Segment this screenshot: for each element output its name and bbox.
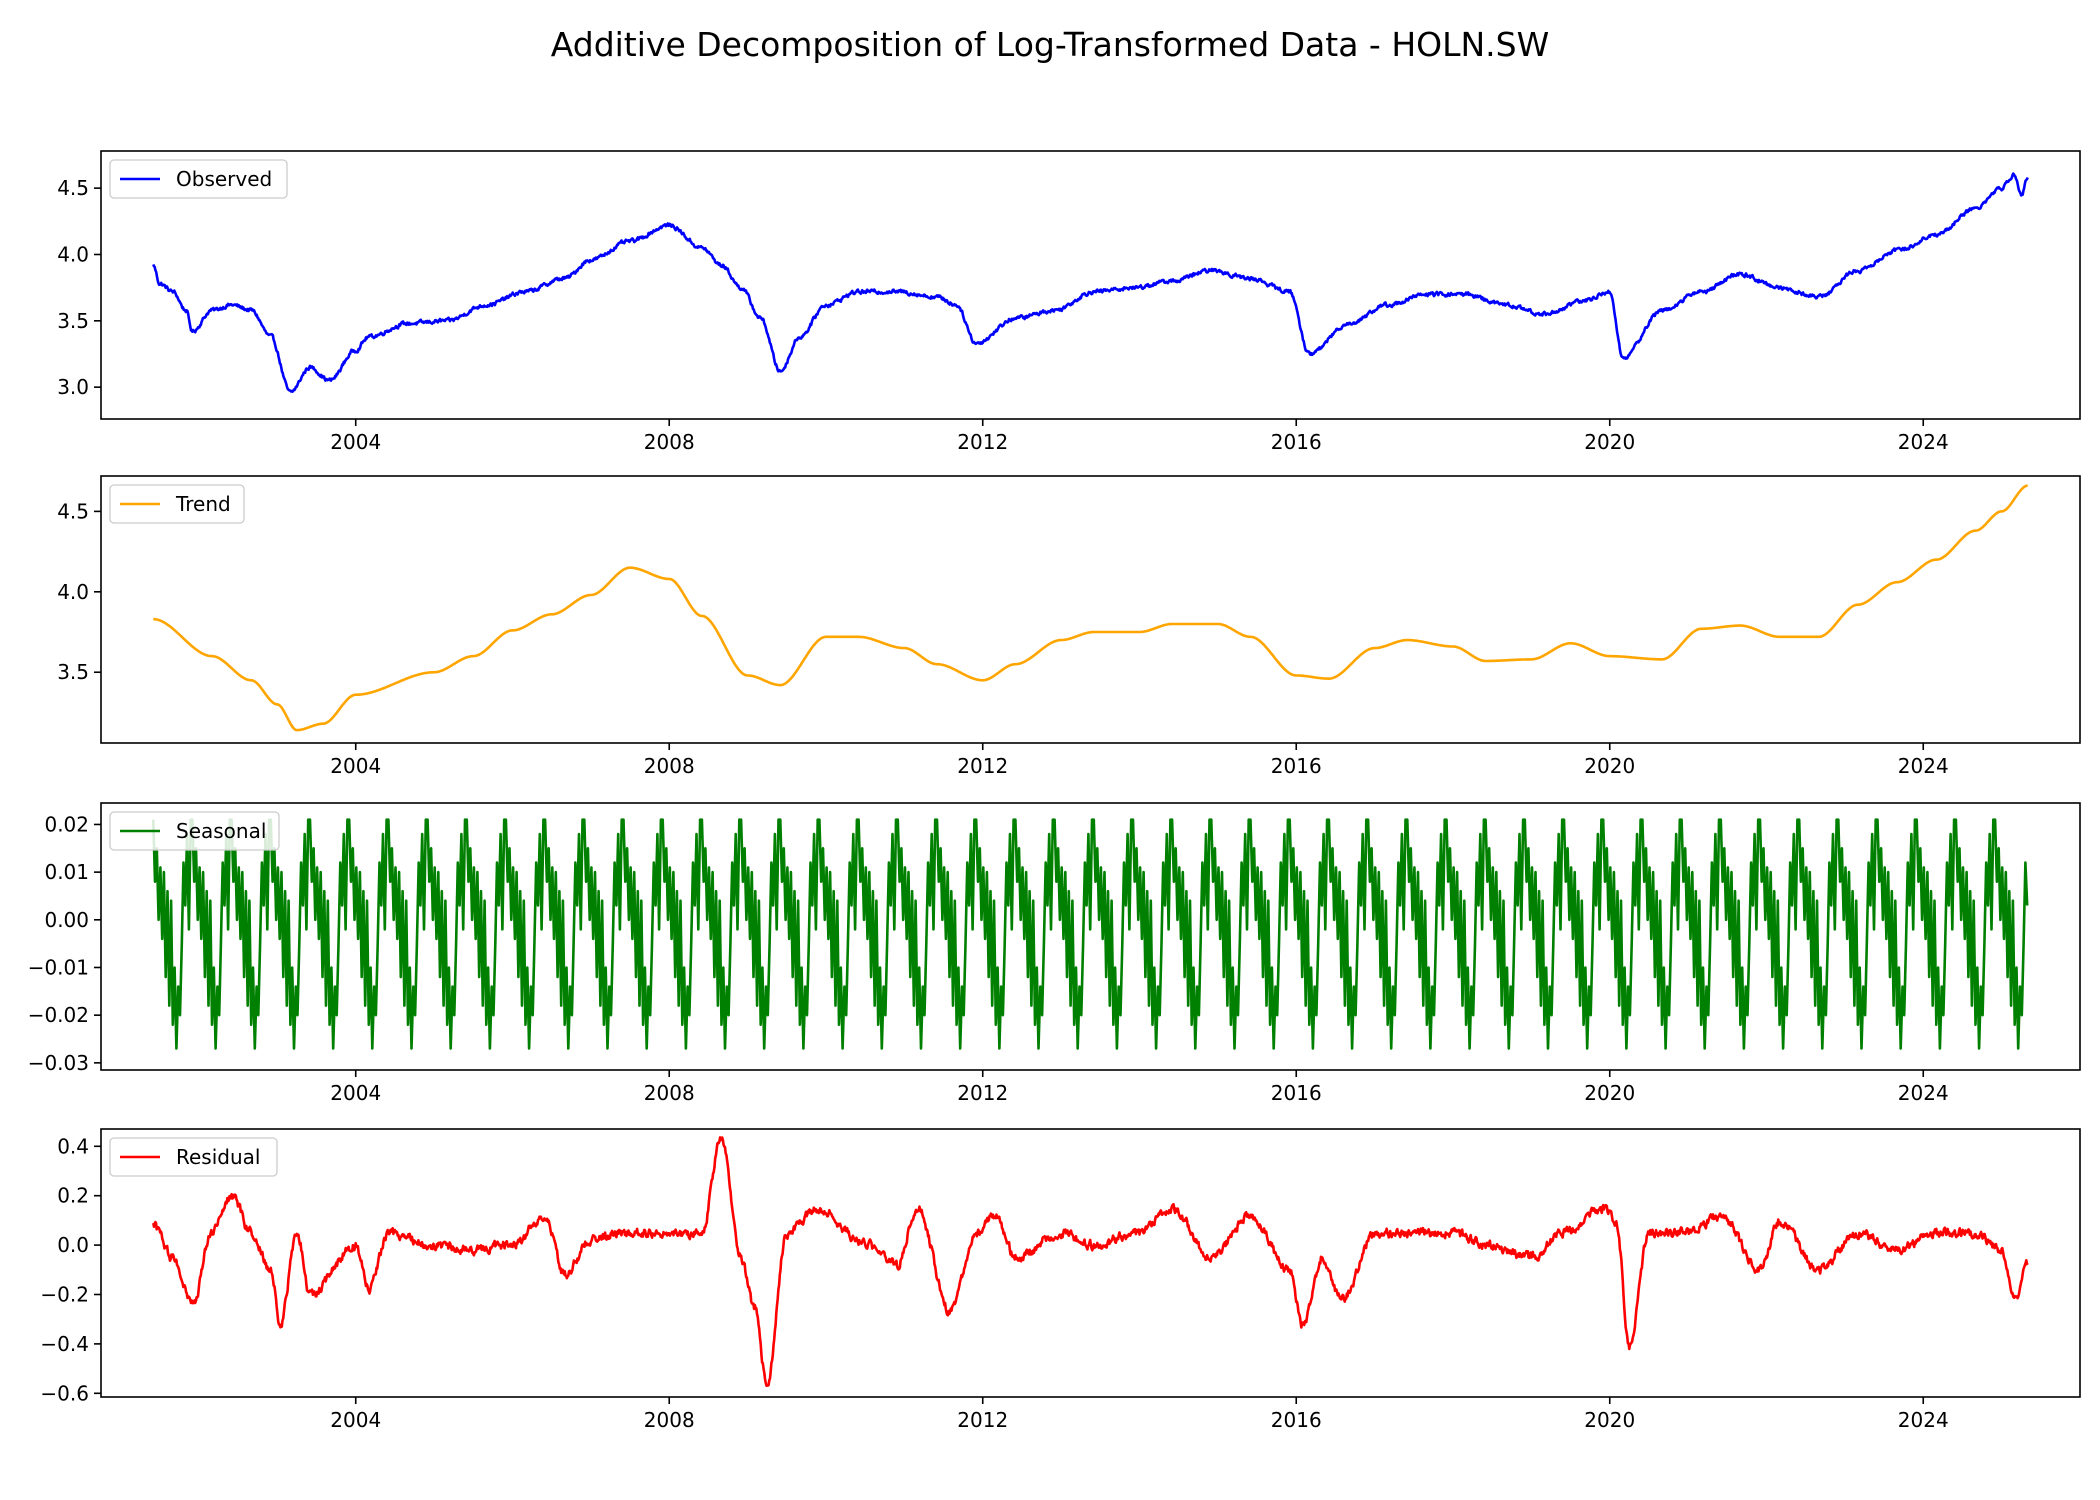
seasonal-y-tick-label: −0.01 xyxy=(28,955,89,979)
seasonal-legend-label: Seasonal xyxy=(176,819,266,843)
residual-legend: Residual xyxy=(109,1137,278,1177)
seasonal-y-tick-label: 0.00 xyxy=(44,908,89,932)
observed-y-tick-label: 4.5 xyxy=(57,176,89,200)
trend-x-tick-label: 2020 xyxy=(1584,754,1635,778)
trend-x-tick-label: 2004 xyxy=(330,754,381,778)
observed-x-tick-label: 2008 xyxy=(644,430,695,454)
observed-legend-label: Observed xyxy=(176,167,272,191)
observed-y-tick-label: 3.5 xyxy=(57,309,89,333)
trend-y-tick-label: 4.0 xyxy=(57,580,89,604)
trend-x-tick-label: 2016 xyxy=(1271,754,1322,778)
observed-x-tick-label: 2004 xyxy=(330,430,381,454)
residual-x-tick-label: 2012 xyxy=(957,1408,1008,1432)
residual-x-tick-label: 2016 xyxy=(1271,1408,1322,1432)
seasonal-x-tick-label: 2012 xyxy=(957,1081,1008,1105)
seasonal-y-tick-label: 0.02 xyxy=(44,812,89,836)
observed-x-tick-label: 2020 xyxy=(1584,430,1635,454)
trend-panel: 2004 2008 2012 2016 2020 2024 3.5 4.0 4.5 Trend xyxy=(57,475,2081,778)
residual-axes-frame xyxy=(100,1128,2081,1398)
trend-axes-frame xyxy=(100,475,2081,744)
residual-x-tick-label: 2004 xyxy=(330,1408,381,1432)
residual-panel: 2004 2008 2012 2016 2020 2024 0.4 0.2 0.0 −0.2 −0.… xyxy=(40,1128,2081,1432)
trend-x-tick-label: 2024 xyxy=(1898,754,1949,778)
observed-y-tick-label: 3.0 xyxy=(57,375,89,399)
observed-x-tick-label: 2024 xyxy=(1898,430,1949,454)
residual-legend-label: Residual xyxy=(176,1145,260,1169)
trend-y-tick-label: 4.5 xyxy=(57,499,89,523)
observed-x-tick-label: 2016 xyxy=(1271,430,1322,454)
observed-axes-frame xyxy=(100,150,2081,420)
residual-series-line xyxy=(152,1136,2029,1387)
seasonal-x-tick-label: 2024 xyxy=(1898,1081,1949,1105)
observed-legend: Observed xyxy=(109,159,288,199)
observed-panel: 2004 2008 2012 2016 2020 2024 3.0 3.5 4.0 4.5 Obse… xyxy=(57,150,2081,454)
residual-x-tick-label: 2024 xyxy=(1898,1408,1949,1432)
residual-y-tick-label: −0.6 xyxy=(40,1381,89,1405)
residual-y-tick-label: 0.0 xyxy=(57,1233,89,1257)
seasonal-y-tick-label: −0.02 xyxy=(28,1003,89,1027)
trend-x-tick-label: 2008 xyxy=(644,754,695,778)
residual-x-tick-label: 2008 xyxy=(644,1408,695,1432)
seasonal-x-tick-label: 2008 xyxy=(644,1081,695,1105)
seasonal-axes-frame xyxy=(100,802,2081,1071)
trend-y-tick-label: 3.5 xyxy=(57,660,89,684)
residual-y-tick-label: −0.2 xyxy=(40,1282,89,1306)
seasonal-x-tick-label: 2020 xyxy=(1584,1081,1635,1105)
observed-x-tick-label: 2012 xyxy=(957,430,1008,454)
seasonal-panel: 2004 2008 2012 2016 2020 2024 0.02 0.01 0.00 −0.0… xyxy=(28,802,2081,1105)
residual-y-tick-label: −0.4 xyxy=(40,1332,89,1356)
seasonal-legend: Seasonal xyxy=(109,811,280,851)
trend-x-tick-label: 2012 xyxy=(957,754,1008,778)
trend-legend-label: Trend xyxy=(175,492,231,516)
residual-x-tick-label: 2020 xyxy=(1584,1408,1635,1432)
seasonal-series-line xyxy=(152,818,2029,1050)
residual-y-tick-label: 0.4 xyxy=(57,1134,89,1158)
seasonal-x-tick-label: 2016 xyxy=(1271,1081,1322,1105)
seasonal-x-tick-label: 2004 xyxy=(330,1081,381,1105)
residual-y-tick-label: 0.2 xyxy=(57,1184,89,1208)
seasonal-y-tick-label: −0.03 xyxy=(28,1051,89,1075)
trend-legend: Trend xyxy=(109,484,245,524)
chart-title: Additive Decomposition of Log-Transforme… xyxy=(551,25,1550,64)
seasonal-y-tick-label: 0.01 xyxy=(44,860,89,884)
trend-series-line xyxy=(152,484,2029,732)
observed-series-line xyxy=(152,172,2029,393)
observed-y-tick-label: 4.0 xyxy=(57,242,89,266)
